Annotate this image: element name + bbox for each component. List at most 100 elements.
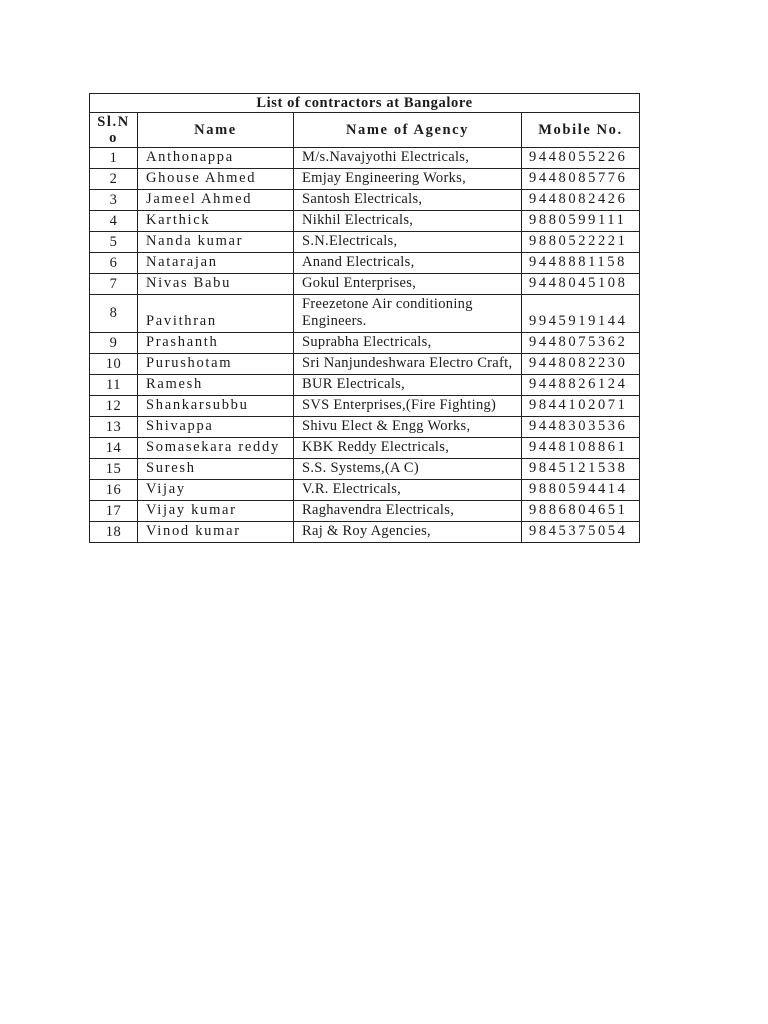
cell-agency: S.N.Electricals,	[293, 231, 522, 253]
table-row: 3 Jameel Ahmed Santosh Electricals, 9448…	[89, 189, 641, 211]
cell-name: Vijay kumar	[137, 500, 294, 522]
cell-slno: 16	[89, 479, 138, 501]
cell-agency: M/s.Navajyothi Electricals,	[293, 147, 522, 169]
cell-agency: Sri Nanjundeshwara Electro Craft,	[293, 353, 522, 375]
cell-mobile: 9880594414	[520, 479, 641, 501]
cell-agency: BUR Electricals,	[293, 374, 522, 396]
cell-name: Shivappa	[137, 416, 294, 438]
cell-agency: Suprabha Electricals,	[293, 332, 522, 354]
cell-slno: 17	[89, 500, 138, 522]
cell-mobile: 9448055226	[520, 147, 641, 169]
table-row: 6 Natarajan Anand Electricals, 944888115…	[89, 252, 641, 274]
cell-name: Pavithran	[137, 294, 294, 333]
cell-agency: SVS Enterprises,(Fire Fighting)	[293, 395, 522, 417]
table-row: 16 Vijay V.R. Electricals, 9880594414	[89, 479, 641, 501]
cell-mobile: 9448075362	[520, 332, 641, 354]
cell-slno: 14	[89, 437, 138, 459]
cell-mobile: 9448045108	[520, 273, 641, 295]
table-row: 2 Ghouse Ahmed Emjay Engineering Works, …	[89, 168, 641, 190]
cell-name: Karthick	[137, 210, 294, 232]
table-row: 12 Shankarsubbu SVS Enterprises,(Fire Fi…	[89, 395, 641, 417]
table-row: 7 Nivas Babu Gokul Enterprises, 94480451…	[89, 273, 641, 295]
cell-mobile: 9448881158	[520, 252, 641, 274]
table-row: 1 Anthonappa M/s.Navajyothi Electricals,…	[89, 147, 641, 169]
column-header-mobile: Mobile No.	[520, 112, 641, 148]
cell-agency: Nikhil Electricals,	[293, 210, 522, 232]
cell-name: Jameel Ahmed	[137, 189, 294, 211]
cell-name: Suresh	[137, 458, 294, 480]
cell-name: Anthonappa	[137, 147, 294, 169]
cell-mobile: 9845121538	[520, 458, 641, 480]
cell-slno: 18	[89, 521, 138, 543]
table-row: 13 Shivappa Shivu Elect & Engg Works, 94…	[89, 416, 641, 438]
table-row: 15 Suresh S.S. Systems,(A C) 9845121538	[89, 458, 641, 480]
cell-mobile: 9880522221	[520, 231, 641, 253]
cell-agency: Gokul Enterprises,	[293, 273, 522, 295]
table-header-row: Sl.No Name Name of Agency Mobile No.	[89, 112, 641, 148]
column-header-slno: Sl.No	[89, 112, 138, 148]
cell-agency: KBK Reddy Electricals,	[293, 437, 522, 459]
cell-agency: Anand Electricals,	[293, 252, 522, 274]
cell-name: Prashanth	[137, 332, 294, 354]
column-header-name: Name	[137, 112, 294, 148]
cell-name: Somasekara reddy	[137, 437, 294, 459]
table-title-row: List of contractors at Bangalore	[88, 93, 641, 113]
cell-slno: 15	[89, 458, 138, 480]
cell-agency: Raj & Roy Agencies,	[293, 521, 522, 543]
column-header-agency: Name of Agency	[293, 112, 522, 148]
cell-name: Nanda kumar	[137, 231, 294, 253]
cell-slno: 12	[89, 395, 138, 417]
table-title: List of contractors at Bangalore	[88, 93, 641, 113]
cell-mobile: 9448108861	[520, 437, 641, 459]
table-row: 9 Prashanth Suprabha Electricals, 944807…	[89, 332, 641, 354]
table-row: 8 Pavithran Freezetone Air conditioning …	[89, 294, 641, 333]
table-row: 18 Vinod kumar Raj & Roy Agencies, 98453…	[89, 521, 641, 543]
cell-mobile: 9945919144	[520, 294, 641, 333]
table-row: 4 Karthick Nikhil Electricals, 988059911…	[89, 210, 641, 232]
cell-name: Shankarsubbu	[137, 395, 294, 417]
cell-slno: 2	[89, 168, 138, 190]
cell-name: Nivas Babu	[137, 273, 294, 295]
cell-slno: 5	[89, 231, 138, 253]
table-row: 11 Ramesh BUR Electricals, 9448826124	[89, 374, 641, 396]
cell-mobile: 9448082230	[520, 353, 641, 375]
table-row: 5 Nanda kumar S.N.Electricals, 988052222…	[89, 231, 641, 253]
cell-slno: 4	[89, 210, 138, 232]
cell-name: Ghouse Ahmed	[137, 168, 294, 190]
cell-slno: 8	[89, 294, 138, 333]
cell-agency: V.R. Electricals,	[293, 479, 522, 501]
cell-agency: Shivu Elect & Engg Works,	[293, 416, 522, 438]
cell-slno: 3	[89, 189, 138, 211]
cell-agency: Santosh Electricals,	[293, 189, 522, 211]
cell-slno: 7	[89, 273, 138, 295]
cell-slno: 10	[89, 353, 138, 375]
cell-name: Ramesh	[137, 374, 294, 396]
cell-mobile: 9886804651	[520, 500, 641, 522]
table-row: 17 Vijay kumar Raghavendra Electricals, …	[89, 500, 641, 522]
cell-mobile: 9844102071	[520, 395, 641, 417]
cell-agency: Freezetone Air conditioning Engineers.	[293, 294, 522, 333]
cell-slno: 13	[89, 416, 138, 438]
cell-mobile: 9845375054	[520, 521, 641, 543]
cell-mobile: 9448826124	[520, 374, 641, 396]
cell-slno: 11	[89, 374, 138, 396]
table-body: 1 Anthonappa M/s.Navajyothi Electricals,…	[89, 147, 641, 543]
cell-agency: Emjay Engineering Works,	[293, 168, 522, 190]
cell-slno: 1	[89, 147, 138, 169]
cell-slno: 6	[89, 252, 138, 274]
table-row: 10 Purushotam Sri Nanjundeshwara Electro…	[89, 353, 641, 375]
cell-mobile: 9880599111	[520, 210, 641, 232]
cell-agency: S.S. Systems,(A C)	[293, 458, 522, 480]
cell-name: Purushotam	[137, 353, 294, 375]
cell-mobile: 9448085776	[520, 168, 641, 190]
cell-agency: Raghavendra Electricals,	[293, 500, 522, 522]
cell-name: Natarajan	[137, 252, 294, 274]
contractors-table: List of contractors at Bangalore Sl.No N…	[88, 93, 641, 543]
cell-name: Vinod kumar	[137, 521, 294, 543]
table-row: 14 Somasekara reddy KBK Reddy Electrical…	[89, 437, 641, 459]
cell-mobile: 9448303536	[520, 416, 641, 438]
cell-name: Vijay	[137, 479, 294, 501]
cell-mobile: 9448082426	[520, 189, 641, 211]
cell-slno: 9	[89, 332, 138, 354]
